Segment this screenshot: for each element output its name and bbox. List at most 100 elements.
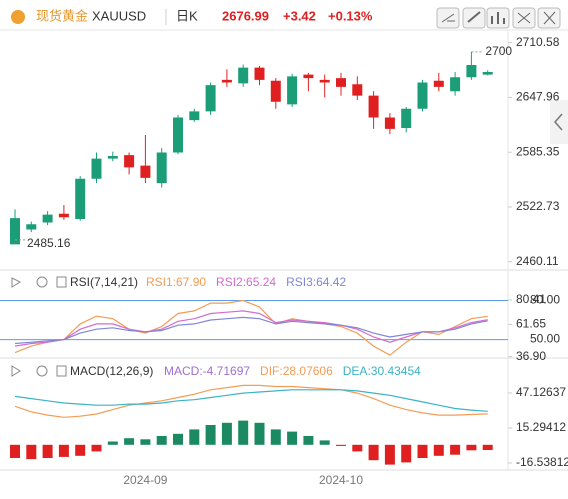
- logo: [11, 10, 25, 24]
- reference-label: 80.00: [530, 293, 560, 307]
- histogram-bar: [352, 444, 363, 452]
- change: +3.42: [283, 8, 316, 23]
- icon: [56, 276, 67, 288]
- legend-entry: RSI3:64.42: [286, 275, 346, 289]
- y-tick-label: 47.12637: [516, 385, 566, 399]
- histogram-bar: [287, 431, 298, 445]
- macd-header: MACD(12,26,9): [11, 364, 153, 378]
- candle-body: [58, 213, 69, 218]
- y-tick-label: 2585.35: [516, 144, 560, 158]
- candle-body: [482, 72, 493, 75]
- histogram-bar: [42, 444, 53, 459]
- candle-body: [384, 117, 395, 129]
- icon: [36, 276, 48, 288]
- collapse-button[interactable]: [550, 100, 568, 144]
- candle-body: [270, 80, 281, 102]
- candle-body: [352, 84, 363, 96]
- candle-body: [75, 178, 86, 219]
- histogram-bar: [336, 444, 346, 446]
- candle-body: [26, 224, 37, 230]
- line-series: [14, 389, 488, 412]
- icon: [517, 12, 531, 24]
- histogram-bar: [107, 441, 118, 445]
- change-pct: +0.13%: [328, 8, 373, 23]
- candle-body: [303, 74, 314, 79]
- legend-entry: RSI2:65.24: [216, 275, 276, 289]
- y-tick-label: 61.65: [516, 317, 546, 331]
- candle-body: [107, 156, 118, 159]
- rsi-header: RSI(7,14,21): [11, 275, 138, 289]
- candle-body: [254, 67, 265, 80]
- line-series: [14, 316, 488, 345]
- candle-body: [238, 67, 249, 84]
- candle-body: [124, 155, 135, 168]
- symbol: XAUUSD: [92, 8, 146, 23]
- x-tick-label: 2024-10: [319, 473, 363, 487]
- x-tick-label: 2024-09: [123, 473, 167, 487]
- line-series: [14, 299, 488, 356]
- icon: [56, 365, 67, 377]
- legend-entry: DEA:30.43454: [343, 364, 421, 378]
- y-tick-label: 2522.73: [516, 199, 560, 213]
- histogram-bar: [173, 433, 183, 445]
- icon: [491, 12, 505, 24]
- line-series: [14, 310, 488, 347]
- histogram-bar: [221, 422, 232, 445]
- asset-name: 现货黄金: [36, 8, 88, 23]
- candle-body: [173, 117, 183, 153]
- histogram-bar: [189, 429, 200, 445]
- candle-body: [10, 218, 20, 245]
- candle-body: [466, 65, 477, 78]
- candle-body: [205, 85, 216, 112]
- price: 2676.99: [222, 8, 269, 23]
- candle-body: [319, 79, 330, 83]
- histogram-bar: [254, 422, 265, 445]
- histogram-bar: [384, 444, 395, 465]
- histogram-bar: [270, 429, 281, 445]
- icon: [441, 13, 455, 23]
- histogram-bar: [433, 444, 444, 456]
- y-tick-label: 80.41: [516, 292, 546, 306]
- candle-body: [140, 165, 151, 178]
- candle-body: [336, 78, 346, 87]
- min-annotation: 2485.16: [27, 236, 71, 250]
- histogram-bar: [368, 444, 379, 461]
- icon: [554, 113, 563, 131]
- histogram-bar: [156, 436, 167, 445]
- candle-body: [433, 80, 444, 87]
- histogram-bar: [58, 444, 69, 457]
- candle-body: [189, 111, 200, 121]
- histogram-bar: [26, 444, 37, 460]
- y-tick-label: 2460.11: [516, 254, 559, 268]
- histogram-bar: [319, 440, 330, 445]
- histogram-bar: [10, 444, 20, 459]
- icon: [467, 11, 481, 23]
- y-tick-label: 15.29412: [516, 420, 566, 434]
- legend-entry: RSI1:67.90: [146, 275, 206, 289]
- histogram-bar: [401, 444, 412, 463]
- max-annotation: 2700: [485, 44, 512, 58]
- histogram-bar: [140, 439, 151, 445]
- histogram-bar: [205, 425, 216, 445]
- histogram-bar: [417, 444, 428, 459]
- legend-entry: DIF:28.07606: [260, 364, 333, 378]
- histogram-bar: [450, 444, 461, 455]
- candle-body: [417, 82, 428, 109]
- icon: [11, 365, 21, 377]
- histogram-bar: [482, 444, 493, 450]
- icon: [543, 11, 556, 25]
- y-tick-label: 2710.58: [516, 35, 560, 49]
- candle-body: [156, 152, 167, 184]
- candle-body: [401, 108, 412, 128]
- candle-body: [91, 158, 102, 179]
- icon: [36, 365, 48, 377]
- histogram-bar: [91, 444, 102, 452]
- candle-body: [221, 79, 232, 83]
- y-tick-label: 36.90: [516, 349, 546, 363]
- candle-body: [287, 76, 298, 105]
- y-tick-label: 2647.96: [516, 90, 560, 104]
- histogram-bar: [303, 436, 314, 445]
- candle-body: [450, 77, 461, 92]
